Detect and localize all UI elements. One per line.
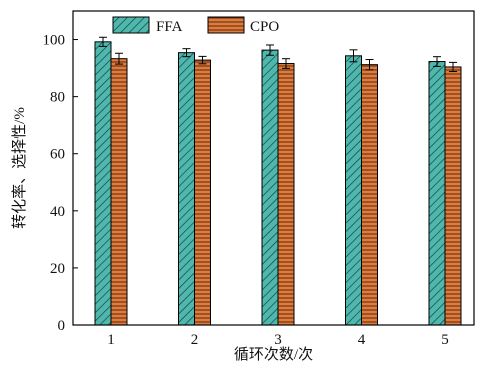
- error-bar-cpo-3: [282, 58, 290, 69]
- error-bar-ffa-5: [433, 56, 441, 67]
- y-tick-label: 60: [50, 147, 65, 163]
- bar-ffa-1: [94, 41, 112, 326]
- x-axis-title: 循环次数/次: [234, 346, 313, 363]
- error-bar-ffa-1: [99, 36, 107, 47]
- y-tick-label: 80: [50, 90, 65, 106]
- bar-ffa-3: [261, 49, 279, 326]
- legend-label-ffa: FFA: [156, 19, 183, 35]
- x-tick-label: 3: [274, 332, 282, 348]
- bar-cpo-3: [277, 63, 295, 326]
- error-bar-cpo-1: [115, 52, 123, 65]
- y-tick-label: 40: [50, 204, 65, 220]
- bar-cpo-4: [361, 64, 378, 326]
- error-bars-layer: [99, 36, 457, 73]
- bar-cpo-2: [194, 59, 211, 326]
- bar-ffa-5: [428, 61, 446, 326]
- bars-layer: [94, 41, 462, 326]
- legend-swatch-cpo: [207, 16, 245, 34]
- error-bar-cpo-5: [449, 61, 457, 73]
- y-tick-label: 20: [50, 261, 65, 277]
- x-tick-label: 1: [107, 332, 115, 348]
- y-tick-label: 0: [58, 318, 66, 334]
- plot-frame: [72, 10, 475, 326]
- legend-swatch-ffa: [112, 16, 150, 34]
- x-tick-label: 5: [441, 332, 449, 348]
- bar-ffa-4: [345, 55, 362, 326]
- x-tick-label: 2: [191, 332, 199, 348]
- bar-cpo-5: [444, 66, 462, 326]
- error-bar-ffa-3: [266, 44, 274, 56]
- y-tick-label: 100: [43, 33, 66, 49]
- legend-label-cpo: CPO: [250, 19, 279, 35]
- error-bar-cpo-2: [198, 55, 207, 65]
- y-axis-title: 转化率、选择性/%: [11, 107, 28, 229]
- error-bar-ffa-2: [182, 48, 191, 58]
- legend: FFA CPO: [112, 16, 279, 35]
- y-axis: 0 20 40 60 80 100: [43, 33, 78, 334]
- x-axis: 1 2 3 4 5: [107, 320, 449, 348]
- error-bar-ffa-4: [349, 49, 358, 63]
- x-tick-label: 4: [358, 332, 366, 348]
- bar-cpo-1: [110, 58, 128, 326]
- bar-ffa-2: [178, 52, 195, 326]
- error-bar-cpo-4: [365, 59, 374, 71]
